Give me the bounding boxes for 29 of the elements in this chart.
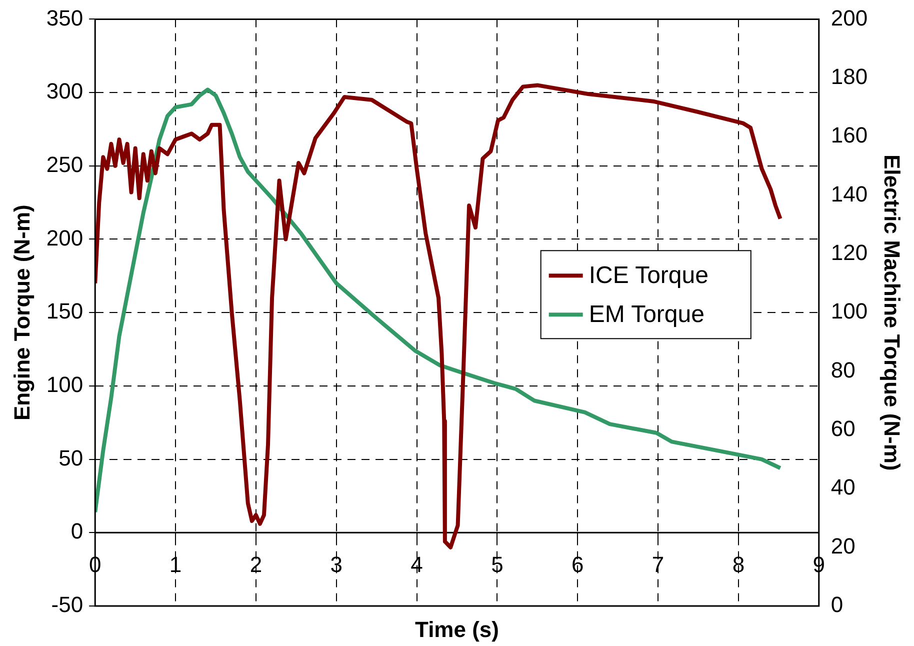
y2-axis-title: Electric Machine Torque (N-m) (880, 154, 905, 471)
x-tick-label: 6 (572, 552, 584, 577)
y2-tick-label: 20 (830, 533, 856, 558)
x-tick-label: 5 (491, 552, 504, 577)
y-tick-label: 250 (46, 152, 84, 177)
y2-tick-label: 160 (830, 122, 868, 148)
y2-tick-label: 120 (830, 240, 868, 265)
y2-tick-label: 180 (830, 64, 868, 89)
y-tick-label: 150 (46, 298, 84, 324)
x-axis-title: Time (s) (415, 617, 499, 642)
y-tick-label: 200 (46, 225, 84, 250)
legend-label: ICE Torque (588, 262, 708, 290)
y2-tick-label: 0 (830, 592, 844, 618)
y-tick-label: 50 (58, 445, 84, 470)
y2-tick-label: 200 (830, 5, 868, 30)
y-axis-title: Engine Torque (N-m) (9, 204, 34, 421)
y-tick-label: -50 (51, 592, 84, 618)
y2-tick-label: 140 (830, 181, 868, 206)
x-tick-label: 4 (410, 552, 423, 577)
y2-tick-label: 100 (830, 298, 868, 324)
y2-tick-label: 60 (830, 416, 856, 442)
y-tick-label: 350 (46, 5, 84, 30)
y-tick-label: 300 (46, 78, 84, 104)
y-tick-label: 0 (70, 518, 84, 544)
y2-tick-label: 40 (830, 474, 856, 500)
y-tick-label: 100 (46, 372, 84, 398)
x-tick-label: 8 (732, 552, 745, 577)
legend-label: EM Torque (588, 301, 704, 328)
y2-tick-label: 80 (830, 357, 856, 382)
